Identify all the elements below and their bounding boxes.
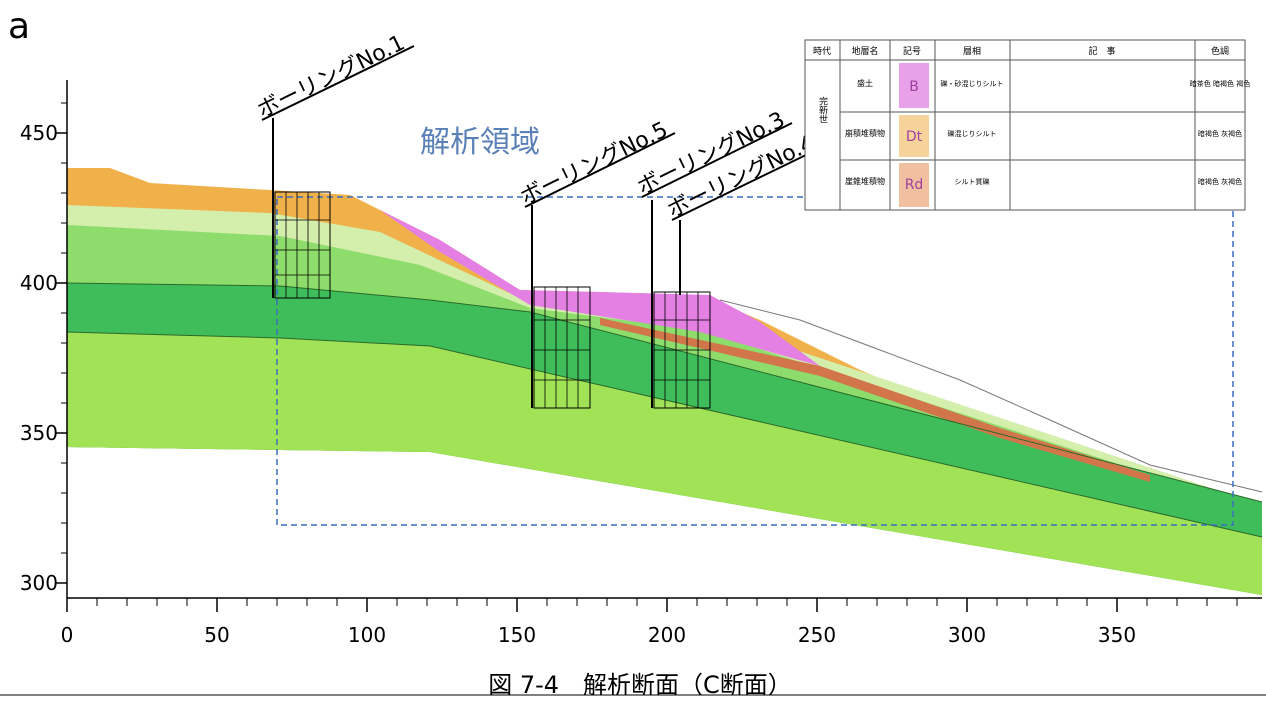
strata	[66, 168, 1263, 595]
analysis-region	[276, 196, 1234, 526]
axes: 0 50 100 150 200 250 300 350 300 350 400 450	[20, 80, 1262, 647]
legend-name: 盛土	[857, 78, 873, 88]
legend-symbol: Rd	[905, 177, 924, 193]
legend-header: 色調	[1211, 45, 1229, 57]
panel-label: a	[8, 6, 30, 47]
legend-header: 時代	[813, 46, 831, 57]
legend-symbol: B	[909, 79, 919, 95]
legend-era: 完新世	[817, 95, 828, 123]
x-tick-label: 150	[498, 623, 536, 647]
boundary	[66, 282, 1263, 503]
x-tick-label: 300	[948, 623, 986, 647]
legend-header: 記 事	[1088, 45, 1115, 57]
borings	[272, 118, 711, 409]
legend-color: 暗褐色 灰褐色	[1198, 129, 1242, 138]
y-tick-label: 400	[20, 271, 58, 295]
layer-b	[350, 195, 820, 366]
y-tick-label: 350	[20, 421, 58, 445]
x-tick-label: 100	[348, 623, 386, 647]
boring-label: ボーリングNo.1	[254, 31, 409, 124]
boundary	[66, 331, 1263, 538]
legend-header: 地層名	[851, 45, 878, 57]
ground-line	[719, 299, 1263, 493]
legend-table	[804, 39, 1246, 211]
x-tick-label: 0	[61, 623, 74, 647]
y-tick-label: 300	[20, 571, 58, 595]
layer-lime	[67, 332, 1262, 595]
legend-facies: シルト質礫	[955, 177, 990, 186]
caption: 図 7-4 解析断面（C断面）	[488, 671, 792, 697]
legend-color: 暗褐色 灰褐色	[1198, 177, 1242, 186]
x-tick-label: 350	[1098, 623, 1136, 647]
x-tick-label: 250	[798, 623, 836, 647]
x-tick-label: 200	[648, 623, 686, 647]
layer-rd	[600, 318, 1150, 482]
legend-color: 暗茶色 暗褐色 褐色	[1190, 79, 1250, 88]
legend-header: 層相	[963, 45, 981, 57]
legend-header: 記号	[903, 45, 921, 57]
legend-name: 崩積堆積物	[845, 128, 885, 138]
legend-facies: 礫・砂混じりシルト	[941, 79, 1004, 88]
legend-symbol: Dt	[906, 129, 923, 145]
x-tick-label: 50	[204, 623, 229, 647]
y-tick-label: 450	[20, 121, 58, 145]
legend-name: 崖錐堆積物	[845, 176, 885, 186]
legend-facies: 礫混じりシルト	[948, 129, 997, 138]
region-label: 解析領域	[420, 125, 540, 160]
